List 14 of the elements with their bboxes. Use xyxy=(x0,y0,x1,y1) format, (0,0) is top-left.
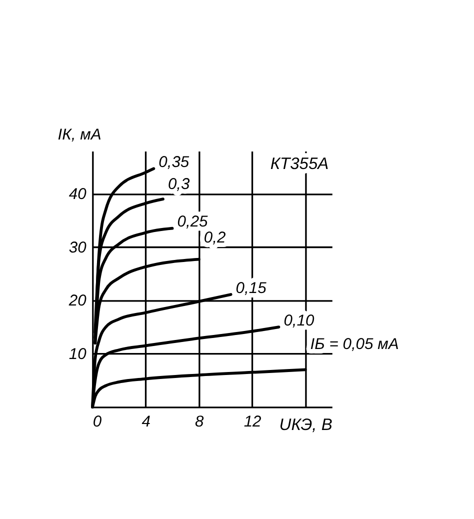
x-tick-label: 0 xyxy=(92,413,102,430)
x-tick-label: 8 xyxy=(194,413,204,430)
x-tick-label: 12 xyxy=(244,413,262,430)
y-tick-label: 10 xyxy=(68,346,87,364)
y-tick-label: 20 xyxy=(68,292,87,310)
y-tick-label: 40 xyxy=(68,186,87,204)
y-tick-label: 30 xyxy=(68,239,87,256)
y-axis-title: IК, мА xyxy=(58,126,102,144)
series-label: IБ = 0,05 мА xyxy=(310,336,399,354)
x-axis-title: UКЭ, В xyxy=(279,416,332,434)
series-label: 0,35 xyxy=(158,154,190,171)
x-tick-label: 4 xyxy=(142,413,151,430)
series-label: 0,3 xyxy=(168,176,190,194)
series-label: 0,2 xyxy=(204,229,226,246)
